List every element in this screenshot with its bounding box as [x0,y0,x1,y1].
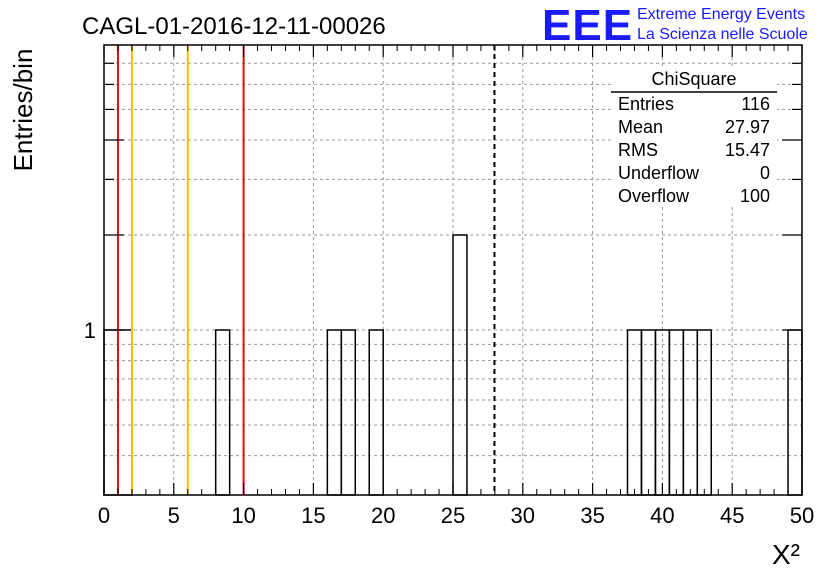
stats-title: ChiSquare [651,69,736,89]
x-tick-label: 5 [168,503,180,528]
histogram-bar [214,329,231,496]
axes: 0 5 10 15 20 25 30 35 40 45 50 1 [84,45,814,528]
histogram-bar [103,329,119,496]
y-axis-label: Entries/bin [8,49,38,172]
histogram-bar [117,329,133,496]
x-tick-label: 40 [650,503,674,528]
histogram-bar [326,329,343,496]
logo-line-2: La Scienza nelle Scuole [637,26,808,43]
y-tick-label: 1 [84,318,96,343]
stats-value: 0 [760,163,770,183]
x-axis-label: X² [772,539,800,570]
histogram-bar [787,329,803,496]
stats-value: 27.97 [725,117,770,137]
x-tick-label: 25 [441,503,465,528]
stats-value: 116 [741,94,770,114]
eee-logo: EEE [542,1,633,50]
stats-label: RMS [618,140,658,160]
stats-label: Overflow [618,186,690,206]
histogram-bar [696,329,713,496]
stats-label: Mean [618,117,663,137]
x-tick-label: 50 [790,503,814,528]
x-tick-label: 10 [231,503,255,528]
stats-value: 100 [740,186,770,206]
histogram-bar [368,329,384,496]
logo-line-1: Extreme Energy Events [637,6,805,23]
histogram-bar [640,329,657,496]
histogram-bar [668,329,685,496]
histogram-bar [682,329,699,496]
x-tick-label: 20 [371,503,395,528]
stats-box: ChiSquare Entries 116 Mean 27.97 RMS 15.47 Und… [611,66,777,207]
x-tick-label: 30 [511,503,535,528]
stats-value: 15.47 [725,140,770,160]
stats-label: Entries [618,94,674,114]
stats-label: Underflow [618,163,700,183]
chart-title: CAGL-01-2016-12-11-00026 [82,13,386,40]
histogram-bar [626,329,643,496]
x-tick-label: 0 [98,503,110,528]
marker-lines [116,45,496,495]
histogram-bar [340,329,357,496]
x-tick-label: 45 [720,503,744,528]
x-tick-label: 15 [301,503,325,528]
x-tick-label: 35 [580,503,604,528]
